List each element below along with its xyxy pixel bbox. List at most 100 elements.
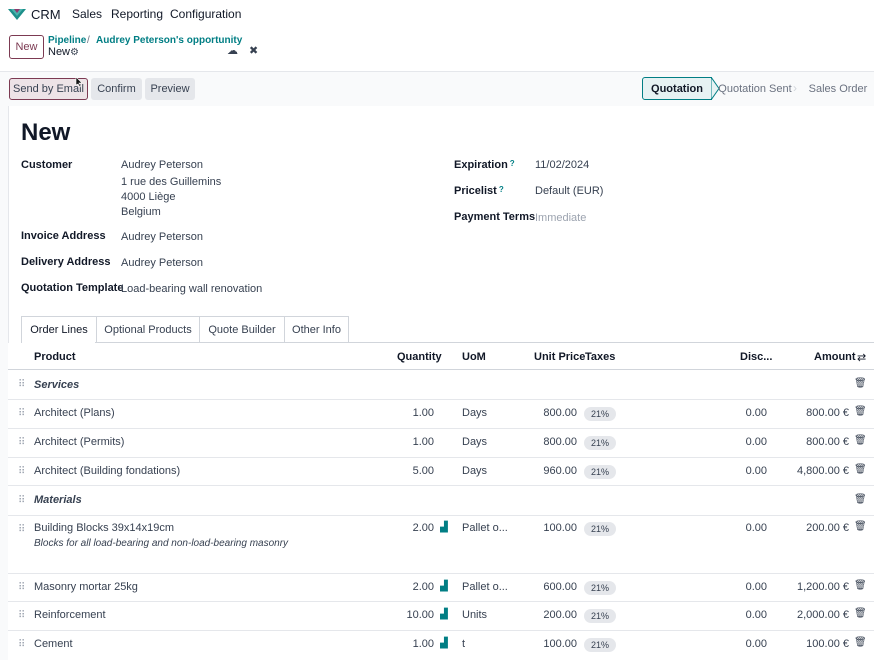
product-description[interactable]: Blocks for all load-bearing and non-load…: [34, 538, 289, 549]
save-cloud-icon[interactable]: ☁: [227, 45, 238, 57]
table-row[interactable]: ⠿ Architect (Permits) 1.00 Days 800.00 2…: [8, 429, 874, 458]
col-quantity[interactable]: Quantity: [397, 351, 442, 363]
section-title[interactable]: Services: [34, 379, 80, 391]
unit-price-cell[interactable]: 800.00: [543, 407, 577, 419]
drag-handle-icon[interactable]: ⠿: [18, 582, 25, 593]
uom-cell[interactable]: Pallet o...: [462, 581, 508, 593]
trash-icon[interactable]: 🗑: [854, 378, 867, 389]
discount-cell[interactable]: 0.00: [745, 436, 767, 448]
discount-cell[interactable]: 0.00: [745, 522, 767, 534]
discount-cell[interactable]: 0.00: [745, 465, 767, 477]
quotation-template-field[interactable]: Load-bearing wall renovation: [121, 283, 263, 295]
trash-icon[interactable]: 🗑: [854, 637, 867, 648]
forecast-chart-icon[interactable]: ▟: [440, 581, 448, 592]
product-cell[interactable]: Reinforcement: [34, 609, 106, 621]
product-cell[interactable]: Architect (Building fondations): [34, 465, 181, 477]
unit-price-cell[interactable]: 800.00: [543, 436, 577, 448]
trash-icon[interactable]: 🗑: [854, 580, 867, 591]
forecast-chart-icon[interactable]: ▟: [440, 522, 448, 533]
trash-icon[interactable]: 🗑: [854, 435, 867, 446]
unit-price-cell[interactable]: 200.00: [543, 609, 577, 621]
drag-handle-icon[interactable]: ⠿: [18, 379, 25, 390]
section-row-materials[interactable]: ⠿ Materials 🗑: [8, 486, 874, 516]
expiration-field[interactable]: 11/02/2024: [535, 159, 590, 171]
col-discount[interactable]: Disc...: [740, 351, 773, 363]
drag-handle-icon[interactable]: ⠿: [18, 639, 25, 650]
trash-icon[interactable]: 🗑: [854, 608, 867, 619]
discard-close-icon[interactable]: ✖: [249, 45, 259, 57]
send-by-email-button[interactable]: Send by Email: [9, 78, 88, 100]
drag-handle-icon[interactable]: ⠿: [18, 495, 25, 506]
forecast-chart-icon[interactable]: ▟: [440, 609, 448, 620]
tax-badge[interactable]: 21%: [584, 609, 617, 623]
confirm-button[interactable]: Confirm: [91, 78, 142, 100]
payment-terms-field[interactable]: Immediate: [535, 212, 587, 224]
menu-reporting[interactable]: Reporting: [111, 7, 164, 21]
quantity-cell[interactable]: 5.00: [412, 465, 434, 477]
trash-icon[interactable]: 🗑: [854, 464, 867, 475]
uom-cell[interactable]: Units: [462, 609, 488, 621]
discount-cell[interactable]: 0.00: [745, 407, 767, 419]
status-quotation-sent[interactable]: Quotation Sent: [718, 82, 792, 95]
col-product[interactable]: Product: [34, 351, 76, 363]
discount-cell[interactable]: 0.00: [745, 638, 767, 650]
tax-badge[interactable]: 21%: [584, 581, 617, 595]
new-button[interactable]: New: [9, 35, 44, 59]
tab-optional-products[interactable]: Optional Products: [96, 316, 200, 342]
quantity-cell[interactable]: 1.00: [412, 436, 434, 448]
table-row[interactable]: ⠿ Building Blocks 39x14x19cm Blocks for …: [8, 516, 874, 574]
uom-cell[interactable]: Days: [462, 465, 488, 477]
forecast-chart-icon[interactable]: ▟: [440, 638, 448, 649]
product-cell[interactable]: Cement: [34, 638, 73, 650]
menu-configuration[interactable]: Configuration: [170, 7, 242, 21]
col-amount[interactable]: Amount: [814, 351, 856, 363]
delivery-address-field[interactable]: Audrey Peterson: [121, 257, 203, 269]
unit-price-cell[interactable]: 100.00: [543, 638, 577, 650]
status-quotation[interactable]: Quotation: [642, 77, 712, 100]
quantity-cell[interactable]: 1.00: [412, 407, 434, 419]
drag-handle-icon[interactable]: ⠿: [18, 524, 25, 535]
uom-cell[interactable]: t: [462, 638, 466, 650]
tax-badge[interactable]: 21%: [584, 436, 617, 450]
menu-sales[interactable]: Sales: [72, 7, 103, 21]
col-uom[interactable]: UoM: [462, 351, 486, 363]
discount-cell[interactable]: 0.00: [745, 609, 767, 621]
drag-handle-icon[interactable]: ⠿: [18, 466, 25, 477]
tax-badge[interactable]: 21%: [584, 638, 617, 652]
table-row[interactable]: ⠿ Reinforcement 10.00 ▟ Units 200.00 21%…: [8, 602, 874, 631]
quantity-cell[interactable]: 10.00: [406, 609, 434, 621]
table-row[interactable]: ⠿ Architect (Building fondations) 5.00 D…: [8, 458, 874, 486]
quantity-cell[interactable]: 2.00: [412, 581, 434, 593]
unit-price-cell[interactable]: 960.00: [543, 465, 577, 477]
tax-badge[interactable]: 21%: [584, 465, 617, 479]
product-cell[interactable]: Architect (Permits): [34, 436, 125, 448]
product-cell[interactable]: Masonry mortar 25kg: [34, 581, 138, 593]
unit-price-cell[interactable]: 100.00: [543, 522, 577, 534]
invoice-address-field[interactable]: Audrey Peterson: [121, 231, 203, 243]
tax-badge[interactable]: 21%: [584, 522, 617, 536]
col-unit-price[interactable]: Unit Price: [534, 351, 586, 363]
section-row-services[interactable]: ⠿ Services 🗑: [8, 370, 874, 400]
tab-quote-builder[interactable]: Quote Builder: [199, 316, 285, 342]
app-name[interactable]: CRM: [31, 7, 61, 22]
column-settings-icon[interactable]: ⇄: [857, 352, 867, 364]
trash-icon[interactable]: 🗑: [854, 521, 867, 532]
tab-order-lines[interactable]: Order Lines: [21, 316, 97, 342]
breadcrumb-pipeline[interactable]: Pipeline: [48, 35, 87, 46]
crm-logo-icon[interactable]: [8, 7, 26, 21]
unit-price-cell[interactable]: 600.00: [543, 581, 577, 593]
col-taxes[interactable]: Taxes: [585, 351, 616, 363]
tax-badge[interactable]: 21%: [584, 407, 617, 421]
uom-cell[interactable]: Days: [462, 407, 488, 419]
drag-handle-icon[interactable]: ⠿: [18, 437, 25, 448]
uom-cell[interactable]: Days: [462, 436, 488, 448]
pricelist-tooltip-icon[interactable]: ?: [498, 185, 504, 194]
quantity-cell[interactable]: 2.00: [412, 522, 434, 534]
tab-other-info[interactable]: Other Info: [284, 316, 349, 342]
drag-handle-icon[interactable]: ⠿: [18, 610, 25, 621]
status-sales-order[interactable]: Sales Order: [808, 82, 868, 95]
table-row[interactable]: ⠿ Masonry mortar 25kg 2.00 ▟ Pallet o...…: [8, 574, 874, 602]
preview-button[interactable]: Preview: [145, 78, 195, 100]
product-cell[interactable]: Building Blocks 39x14x19cm: [34, 522, 175, 534]
gear-icon[interactable]: ⚙: [70, 47, 79, 58]
